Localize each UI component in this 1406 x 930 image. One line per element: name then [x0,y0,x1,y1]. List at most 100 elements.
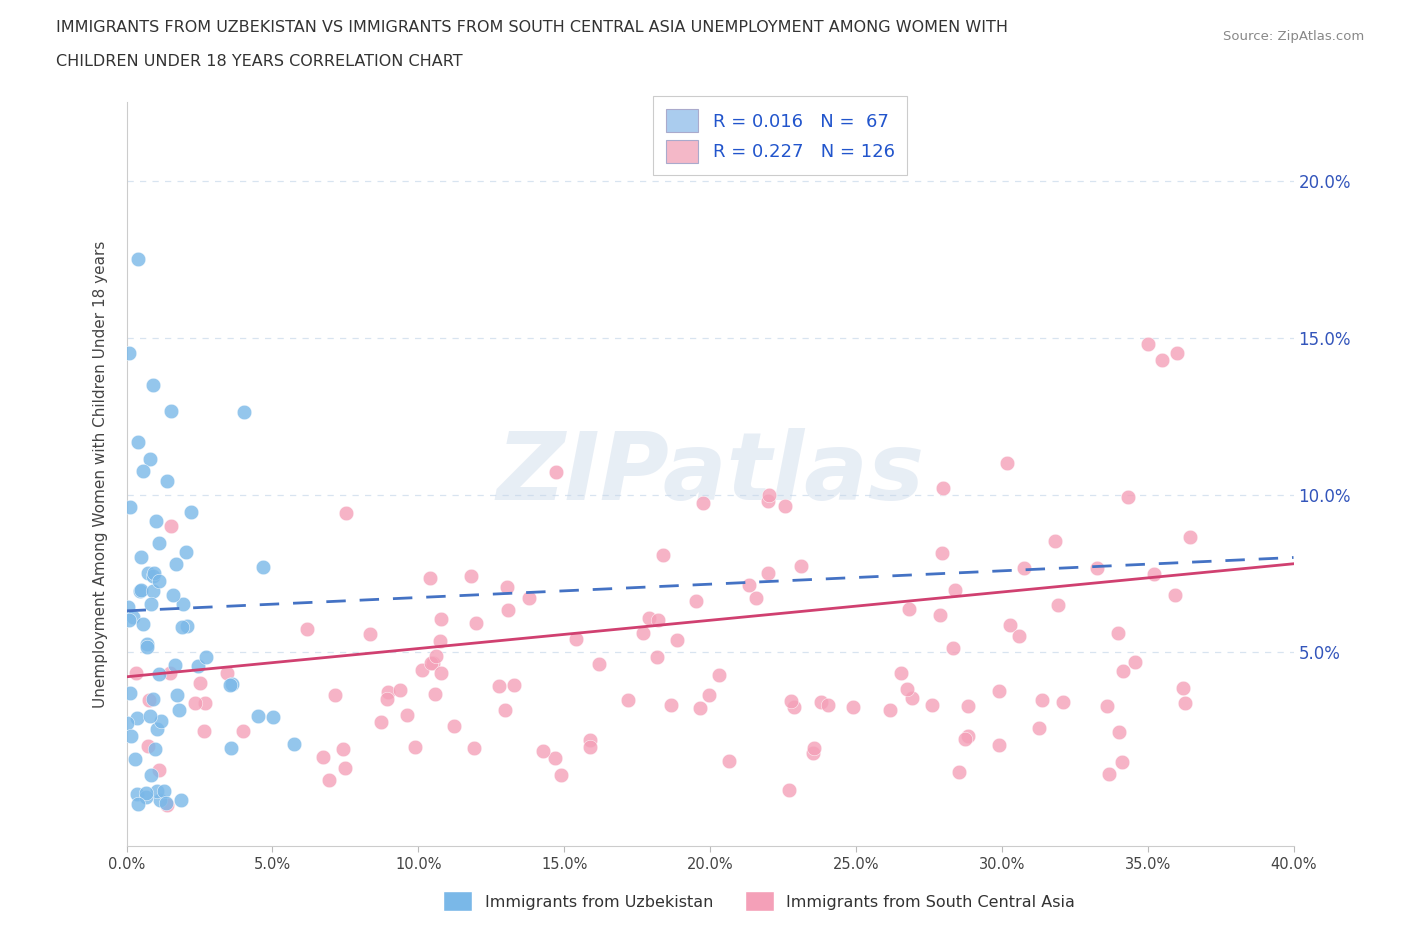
Point [370,714,392,729]
Point [262,710,284,724]
Point [810,695,832,710]
Point [495,579,517,594]
Point [465,616,488,631]
Point [579,732,602,747]
Point [498,603,520,618]
Point [1136,337,1159,352]
Point [1180,530,1202,545]
Point [1031,693,1053,708]
Point [172,620,194,635]
Point [1085,560,1108,575]
Point [995,456,1018,471]
Point [430,666,453,681]
Point [1143,567,1166,582]
Point [138,693,160,708]
Point [948,764,970,779]
Point [1152,352,1174,367]
Point [221,676,243,691]
Point [1173,681,1195,696]
Point [897,602,920,617]
Point [546,464,568,479]
Point [1046,597,1069,612]
Point [773,498,796,513]
Point [146,784,169,799]
Point [425,649,447,664]
Point [184,696,207,711]
Point [565,631,588,646]
Point [118,346,141,361]
Point [127,797,149,812]
Point [117,600,139,615]
Point [129,583,152,598]
Point [631,625,654,640]
Point [166,688,188,703]
Point [953,732,976,747]
Point [1107,626,1129,641]
Point [896,682,918,697]
Point [494,703,516,718]
Point [1112,663,1135,678]
Point [817,698,839,712]
Point [377,685,399,700]
Point [162,587,184,602]
Point [160,519,183,534]
Point [890,665,912,680]
Point [335,761,357,776]
Point [232,405,254,419]
Point [146,722,169,737]
Point [127,252,149,267]
Point [159,666,181,681]
Point [803,740,825,755]
Point [152,783,174,798]
Point [215,666,238,681]
Point [404,739,426,754]
Point [411,662,433,677]
Point [588,657,610,671]
Point [502,678,524,693]
Point [779,693,801,708]
Point [118,499,141,514]
Point [176,618,198,633]
Point [135,786,157,801]
Point [156,474,179,489]
Point [756,566,779,581]
Point [118,685,141,700]
Point [135,790,157,804]
Point [544,751,567,765]
Text: ZIPatlas: ZIPatlas [496,429,924,520]
Point [689,701,711,716]
Point [396,707,419,722]
Point [707,668,730,683]
Point [145,513,167,528]
Point [423,687,446,702]
Point [1095,698,1118,713]
Point [841,699,863,714]
Point [1116,490,1139,505]
Point [118,612,141,627]
Point [187,659,209,674]
Point [778,782,800,797]
Point [579,739,602,754]
Point [121,610,143,625]
Point [165,557,187,572]
Point [943,582,966,597]
Point [879,703,901,718]
Point [1028,721,1050,736]
Text: IMMIGRANTS FROM UZBEKISTAN VS IMMIGRANTS FROM SOUTH CENTRAL ASIA UNEMPLOYMENT AM: IMMIGRANTS FROM UZBEKISTAN VS IMMIGRANTS… [56,20,1008,35]
Point [246,709,269,724]
Point [124,752,146,767]
Point [163,658,186,672]
Point [647,613,669,628]
Point [932,481,955,496]
Point [697,688,720,703]
Point [921,698,943,712]
Point [430,612,453,627]
Point [443,719,465,734]
Point [429,633,451,648]
Point [488,679,510,694]
Point [131,464,153,479]
Point [1108,724,1130,739]
Point [900,690,922,705]
Point [219,677,242,692]
Point [142,584,165,599]
